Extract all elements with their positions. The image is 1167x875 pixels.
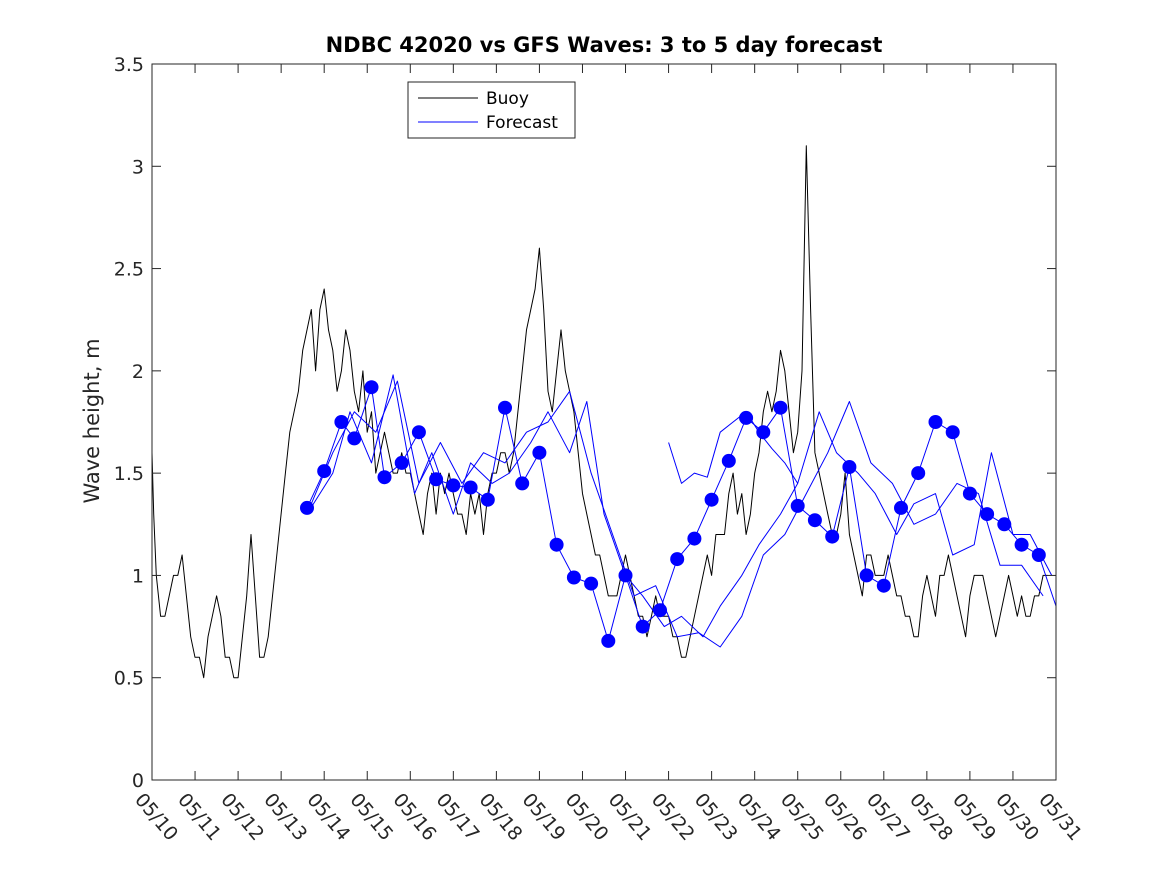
forecast-point [480,492,495,507]
forecast-point [687,531,702,546]
forecast-point [584,576,599,591]
chart-title: NDBC 42020 vs GFS Waves: 3 to 5 day fore… [326,33,883,57]
forecast-point [334,415,349,429]
y-tick-label: 1.5 [114,463,144,485]
y-tick-label: 0.5 [114,668,144,690]
forecast-point [411,425,426,440]
forecast-point [463,480,478,495]
forecast-point [790,498,805,513]
forecast-series-line [668,411,799,484]
forecast-point [635,619,650,634]
legend: Buoy Forecast [407,81,576,139]
forecast-point [300,500,314,515]
forecast-point [549,537,564,552]
forecast-point [825,529,840,544]
forecast-point [842,460,857,474]
forecast-series-line [310,380,1044,648]
forecast-point [997,517,1012,532]
forecast-point [739,410,754,425]
forecast-point [653,603,667,618]
forecast-point [928,415,943,429]
forecast-point [670,552,685,567]
legend-buoy-label: Buoy [486,89,529,109]
forecast-point [532,445,547,460]
forecast-point [756,425,771,440]
forecast-point [347,431,362,446]
forecast-point [704,492,719,507]
forecast-point [394,455,409,470]
y-tick-label: 0 [132,770,144,792]
y-tick-label: 2.5 [114,259,144,281]
forecast-point [876,578,891,593]
plot-area [151,145,1057,679]
legend-box [407,81,576,139]
forecast-point [601,633,616,648]
y-tick-label: 3.5 [114,54,144,76]
y-axis-label: Wave height, m [80,338,104,503]
forecast-point [1014,537,1029,552]
forecast-point [446,478,461,493]
forecast-point [859,568,874,583]
forecast-point [773,400,788,415]
forecast-point [566,570,581,585]
y-axis: 0 0.5 1 1.5 2 2.5 3 3.5 [114,54,1056,792]
forecast-point [721,453,736,468]
forecast-point [364,380,379,395]
forecast-point [1031,548,1046,562]
forecast-point [962,486,977,501]
axes-box [151,63,1057,781]
forecast-point [377,470,392,485]
y-tick-label: 3 [132,156,144,178]
y-tick-label: 2 [132,361,144,383]
buoy-series-line [151,145,1048,679]
legend-forecast-label: Forecast [486,113,558,133]
forecast-point [429,472,444,487]
forecast-point [498,400,512,415]
y-tick-label: 1 [132,565,144,587]
forecast-point [980,507,995,522]
forecast-point [894,500,908,515]
forecast-point [317,464,332,479]
forecast-point [618,568,633,583]
forecast-point [807,513,822,528]
forecast-point [515,476,530,491]
forecast-point [911,466,926,481]
forecast-point [945,425,960,440]
